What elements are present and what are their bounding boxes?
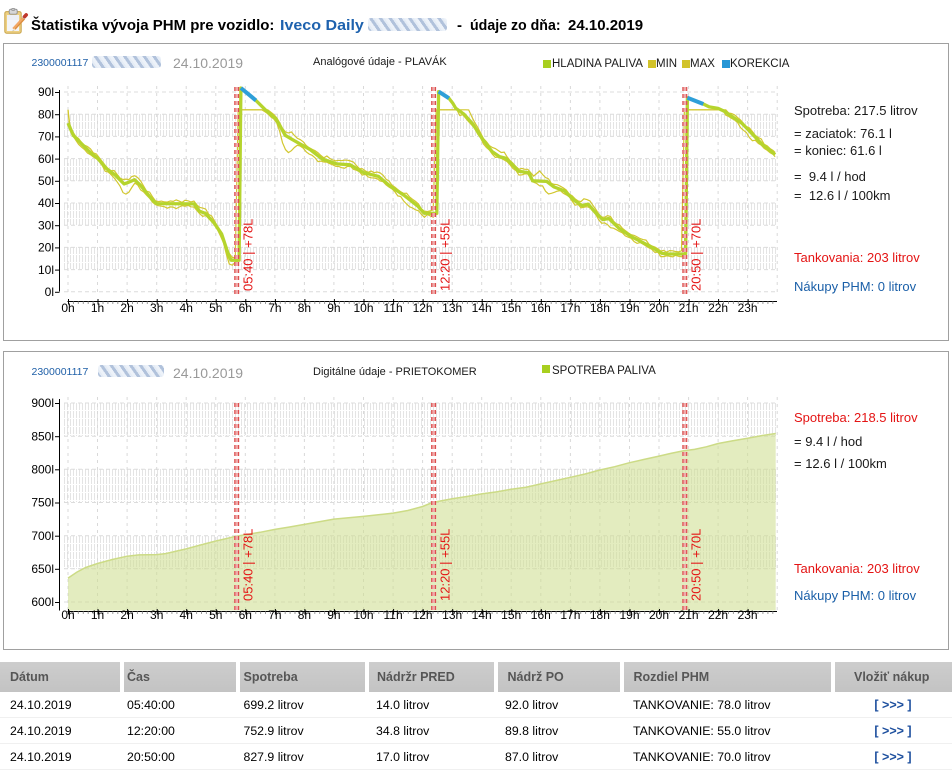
svg-text:13h: 13h: [442, 301, 462, 315]
svg-text:70l: 70l: [38, 130, 54, 144]
svg-text:5h: 5h: [209, 301, 222, 315]
svg-text:6h: 6h: [239, 301, 252, 315]
svg-text:17h: 17h: [560, 608, 580, 622]
svg-text:12:20 | +55L: 12:20 | +55L: [437, 529, 452, 601]
svg-text:0l: 0l: [45, 285, 54, 299]
svg-text:18h: 18h: [590, 608, 610, 622]
svg-text:13h: 13h: [442, 608, 462, 622]
svg-text:19h: 19h: [619, 608, 639, 622]
svg-text:850l: 850l: [31, 429, 54, 443]
svg-text:20h: 20h: [649, 301, 669, 315]
svg-text:750l: 750l: [31, 496, 54, 510]
svg-text:900l: 900l: [31, 396, 54, 410]
svg-text:23h: 23h: [738, 301, 758, 315]
svg-text:4h: 4h: [180, 301, 193, 315]
svg-text:2h: 2h: [120, 301, 133, 315]
svg-text:14h: 14h: [472, 301, 492, 315]
svg-text:7h: 7h: [268, 608, 281, 622]
svg-text:7h: 7h: [268, 301, 281, 315]
svg-text:17h: 17h: [560, 301, 580, 315]
svg-text:20l: 20l: [38, 241, 54, 255]
svg-text:0h: 0h: [61, 608, 74, 622]
svg-text:8h: 8h: [298, 301, 311, 315]
svg-text:50l: 50l: [38, 174, 54, 188]
svg-text:600l: 600l: [31, 595, 54, 609]
svg-text:22h: 22h: [708, 301, 728, 315]
svg-text:700l: 700l: [31, 529, 54, 543]
svg-text:1h: 1h: [91, 608, 104, 622]
svg-text:23h: 23h: [738, 608, 758, 622]
svg-text:6h: 6h: [239, 608, 252, 622]
svg-text:9h: 9h: [327, 608, 340, 622]
svg-text:22h: 22h: [708, 608, 728, 622]
svg-text:8h: 8h: [298, 608, 311, 622]
svg-text:05:40 | +78L: 05:40 | +78L: [241, 529, 256, 601]
svg-text:20:50 | +70L: 20:50 | +70L: [689, 219, 704, 291]
svg-text:800l: 800l: [31, 463, 54, 477]
svg-text:11h: 11h: [384, 608, 403, 622]
svg-text:15h: 15h: [501, 301, 521, 315]
svg-text:18h: 18h: [590, 301, 610, 315]
svg-text:2h: 2h: [120, 608, 133, 622]
svg-text:14h: 14h: [472, 608, 492, 622]
svg-text:10l: 10l: [38, 263, 54, 277]
svg-text:650l: 650l: [31, 562, 54, 576]
svg-text:3h: 3h: [150, 608, 163, 622]
svg-text:11h: 11h: [384, 301, 403, 315]
svg-text:20:50 | +70L: 20:50 | +70L: [689, 529, 704, 601]
svg-text:15h: 15h: [501, 608, 521, 622]
svg-text:4h: 4h: [180, 608, 193, 622]
svg-text:10h: 10h: [353, 301, 373, 315]
svg-text:60l: 60l: [38, 152, 54, 166]
svg-text:0h: 0h: [61, 301, 74, 315]
svg-text:5h: 5h: [209, 608, 222, 622]
svg-text:21h: 21h: [679, 301, 699, 315]
svg-text:20h: 20h: [649, 608, 669, 622]
svg-text:40l: 40l: [38, 196, 54, 210]
svg-text:10h: 10h: [353, 608, 373, 622]
svg-text:12:20 | +55L: 12:20 | +55L: [437, 219, 452, 291]
svg-text:3h: 3h: [150, 301, 163, 315]
svg-text:30l: 30l: [38, 218, 54, 232]
svg-text:05:40 | +78L: 05:40 | +78L: [241, 219, 256, 291]
svg-text:1h: 1h: [91, 301, 104, 315]
svg-text:19h: 19h: [619, 301, 639, 315]
svg-text:16h: 16h: [531, 301, 551, 315]
svg-text:9h: 9h: [327, 301, 340, 315]
svg-text:90l: 90l: [38, 85, 54, 99]
svg-text:12h: 12h: [413, 608, 433, 622]
svg-text:16h: 16h: [531, 608, 551, 622]
svg-text:80l: 80l: [38, 107, 54, 121]
svg-text:12h: 12h: [413, 301, 433, 315]
svg-text:21h: 21h: [679, 608, 699, 622]
